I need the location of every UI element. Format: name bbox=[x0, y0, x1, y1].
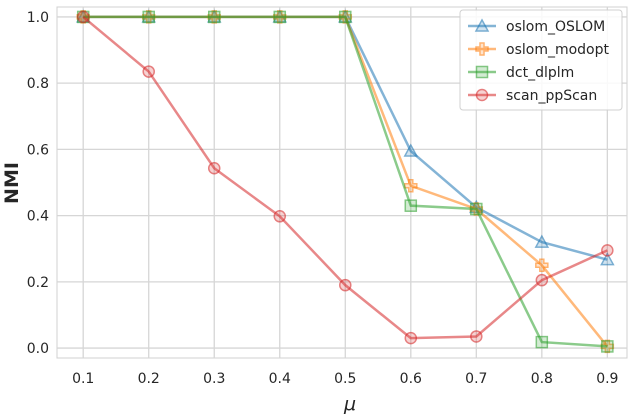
x-tick-label: 0.4 bbox=[269, 371, 291, 387]
y-tick-label: 1.0 bbox=[27, 10, 49, 26]
series-line bbox=[82, 15, 608, 340]
legend-box bbox=[459, 9, 623, 111]
data-point bbox=[404, 331, 418, 345]
legend-marker bbox=[475, 42, 489, 56]
x-tick-label: 0.1 bbox=[72, 371, 94, 387]
y-tick-label: 0.6 bbox=[27, 142, 49, 158]
legend-marker bbox=[475, 88, 489, 102]
data-point bbox=[404, 199, 418, 212]
data-point bbox=[339, 10, 352, 24]
data-point bbox=[403, 143, 419, 157]
data-point bbox=[76, 10, 90, 24]
y-tick-label: 0.2 bbox=[27, 275, 49, 291]
legend-marker bbox=[475, 65, 489, 79]
data-point bbox=[470, 330, 483, 343]
series-scan_ppScan bbox=[76, 10, 614, 345]
x-tick-label: 0.2 bbox=[138, 371, 160, 387]
data-point bbox=[273, 10, 287, 24]
data-point bbox=[535, 273, 549, 287]
y-tick-label: 0.4 bbox=[27, 209, 49, 225]
y-tick-label: 0.8 bbox=[27, 76, 49, 92]
legend-label: scan_ppScan bbox=[506, 88, 597, 104]
data-point bbox=[339, 278, 352, 292]
data-point bbox=[404, 179, 418, 193]
data-point bbox=[273, 210, 287, 223]
x-tick-label: 0.3 bbox=[203, 371, 225, 387]
data-point bbox=[600, 252, 615, 266]
legend-label: oslom_OSLOM bbox=[506, 19, 605, 35]
data-point bbox=[207, 10, 221, 24]
x-tick-label: 0.6 bbox=[400, 371, 422, 387]
x-tick-label: 0.9 bbox=[596, 371, 618, 387]
data-point bbox=[142, 10, 155, 24]
y-tick-label: 0.0 bbox=[27, 341, 49, 357]
x-tick-label: 0.5 bbox=[334, 371, 356, 387]
legend-marker bbox=[474, 18, 490, 32]
y-axis-label: NMI bbox=[1, 162, 23, 204]
data-point bbox=[534, 234, 550, 248]
x-tick-label: 0.7 bbox=[465, 371, 487, 387]
data-point bbox=[601, 340, 614, 353]
data-point bbox=[470, 202, 483, 216]
tick-labels: 0.1 0.2 0.3 0.4 0.5 0.6 0.7 0.8 0.9 0.0 0.2 0.4 0.6 0… bbox=[27, 10, 619, 387]
legend-label: oslom_modopt bbox=[506, 42, 609, 58]
x-tick-label: 0.8 bbox=[531, 371, 553, 387]
legend: oslom_OSLOM oslom_modopt dct_dlplm scan_ppS… bbox=[459, 9, 623, 111]
legend-label: dct_dlplm bbox=[506, 65, 574, 81]
data-point bbox=[535, 335, 549, 349]
series-lines bbox=[75, 9, 615, 354]
data-point bbox=[535, 258, 549, 273]
x-axis-label: μ bbox=[343, 393, 356, 415]
data-point bbox=[142, 65, 155, 78]
data-point bbox=[207, 162, 221, 175]
data-point bbox=[601, 244, 614, 257]
